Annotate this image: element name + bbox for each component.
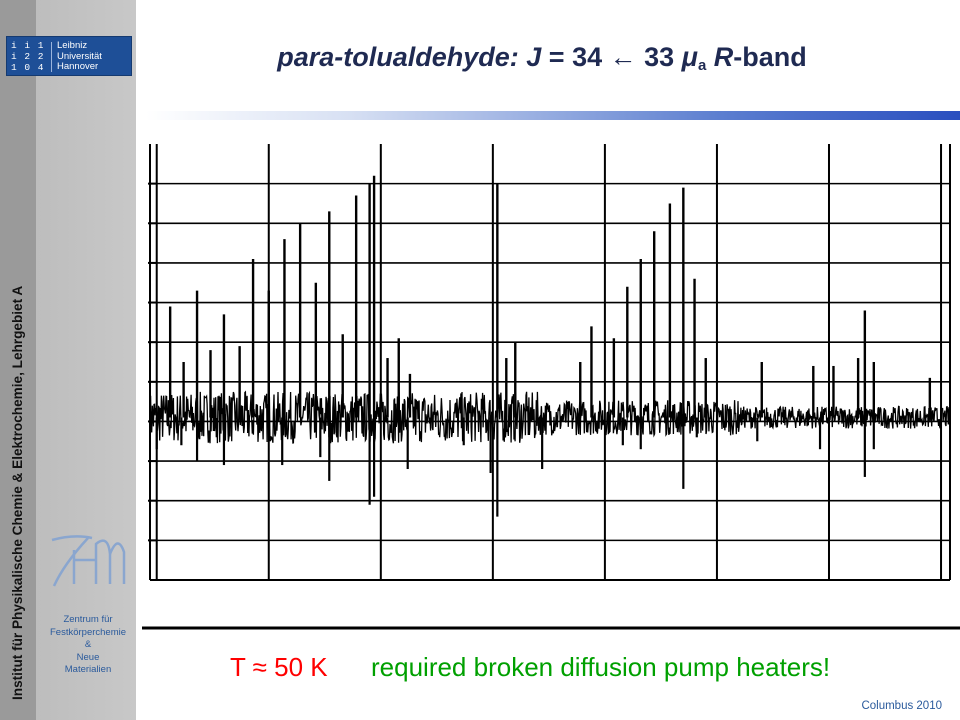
university-logo: i i 1 i 2 2 1 0 4 Leibniz Universität Ha…: [6, 36, 132, 76]
spectrum-chart: 61700.00 61750.00 61800.00 61850.00 61900.00…: [142, 132, 960, 632]
heater-note: required broken diffusion pump heaters!: [371, 652, 831, 682]
x-tick-label-5: 61950.00: [671, 596, 763, 621]
title-j: J: [526, 42, 542, 72]
logo-line-2: Universität: [57, 50, 102, 62]
left-sidebar: Institut für Physikalische Chemie & Elek…: [0, 0, 136, 720]
logo-line-1: Leibniz: [57, 40, 88, 51]
logo-separator: [51, 42, 52, 72]
title-molecule: para-tolualdehyde:: [277, 42, 519, 72]
spectrum-trace: [149, 390, 951, 444]
title-r: R: [706, 42, 734, 72]
logo-text: Leibniz Universität Hannover: [57, 40, 102, 73]
sidebar-stripe: [0, 0, 36, 720]
caption: T ≈ 50 K required broken diffusion pump …: [218, 652, 948, 692]
logo-glyphs: i i 1 i 2 2 1 0 4: [11, 40, 45, 73]
x-tick-label-6: 62000.00: [783, 596, 875, 621]
institute-name: Zentrum für Festkörperchemie & Neue Mate…: [40, 614, 136, 677]
x-tick-label-3: 61850.00: [447, 596, 539, 621]
slide-title: para-tolualdehyde: J = 34 ← 33 μa R-band: [136, 42, 948, 74]
institute-line-1: Zentrum für: [63, 614, 113, 625]
conference-footer: Columbus 2010: [861, 700, 942, 712]
title-j-lower: 33: [636, 42, 682, 72]
title-mu-subscript: a: [697, 57, 707, 74]
title-mu: μ: [681, 42, 698, 72]
x-tick-label-2: 61800.00: [335, 596, 427, 621]
institute-line-2: Festkörperchemie: [49, 626, 127, 638]
title-underline-bar: [146, 111, 960, 120]
institute-line-3: &: [84, 639, 92, 650]
zfm-logo-icon: [51, 535, 126, 587]
institute-line-5: Materialien: [64, 664, 112, 675]
x-tick-label-4: 61900.00: [559, 596, 651, 621]
temperature-label: T ≈ 50 K: [230, 652, 328, 682]
spectrum-svg: 61700.00 61750.00 61800.00 61850.00 61900.00…: [142, 144, 960, 630]
logo-line-3: Hannover: [57, 61, 99, 72]
institute-vertical-text: Institut für Physikalische Chemie & Elek…: [10, 285, 25, 700]
x-tick-label-0: 61700.00: [142, 596, 203, 621]
title-band: -band: [733, 42, 807, 72]
institute-line-4: Neue: [76, 651, 100, 663]
x-tick-label-1: 61750.00: [223, 596, 315, 621]
x-tick-label-7: 62050.00: [895, 596, 960, 621]
title-j-upper: = 34: [541, 42, 610, 72]
title-arrow: ←: [609, 42, 637, 72]
